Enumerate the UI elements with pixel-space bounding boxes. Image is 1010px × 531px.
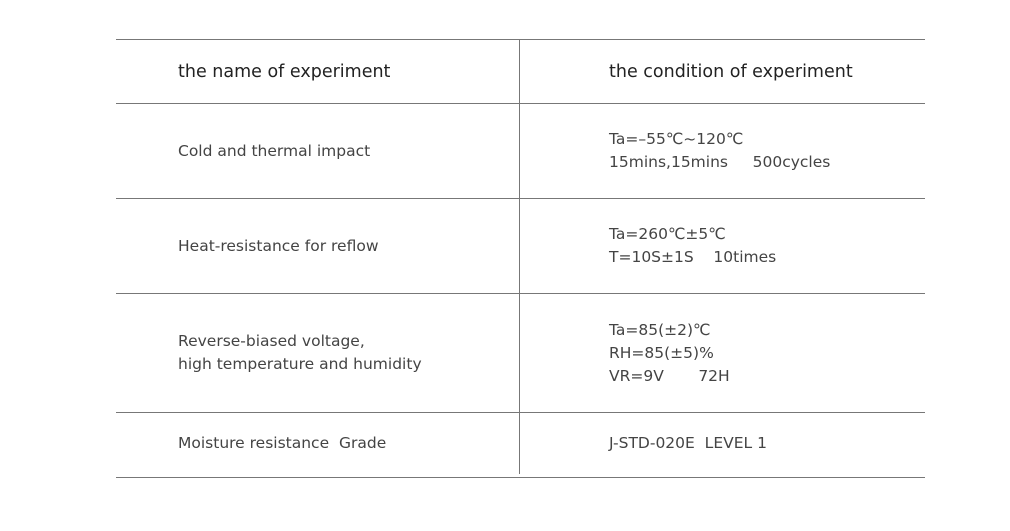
cell-text: Heat-resistance for reflow (178, 236, 379, 255)
header-cell: the name of experiment (116, 40, 520, 103)
table-cell: Ta=260℃±5℃ T=10S±1S 10times (520, 199, 925, 293)
cell-text: Cold and thermal impact (178, 141, 371, 160)
cell-text: Ta=–55℃~120℃ (609, 130, 744, 148)
table-cell: Ta=–55℃~120℃ 15mins,15mins 500cycles (520, 104, 925, 198)
table-cell: Cold and thermal impact (116, 104, 520, 198)
cell-text: J-STD-020E LEVEL 1 (609, 434, 767, 452)
table-cell: Moisture resistance Grade (116, 413, 520, 474)
table-row: Reverse-biased voltage, high temperature … (116, 294, 925, 413)
cell-text: VR=9V 72H (609, 366, 730, 385)
header-cell: the condition of experiment (520, 40, 925, 103)
experiment-table: the name of experiment the condition of e… (116, 39, 925, 478)
table-row: Moisture resistance Grade J-STD-020E LEVE… (116, 413, 925, 478)
header-text: the name of experiment (178, 61, 391, 82)
table-cell: Reverse-biased voltage, high temperature … (116, 294, 520, 412)
table-cell: Heat-resistance for reflow (116, 199, 520, 293)
table-cell: Ta=85(±2)℃ RH=85(±5)% VR=9V 72H (520, 294, 925, 412)
table-row: Heat-resistance for reflow Ta=260℃±5℃ T=10… (116, 199, 925, 294)
cell-text: Ta=85(±2)℃ (609, 320, 711, 339)
header-row: the name of experiment the condition of e… (116, 40, 925, 104)
cell-text: Reverse-biased voltage, (178, 332, 365, 350)
table-cell: J-STD-020E LEVEL 1 (520, 413, 925, 474)
cell-text: Ta=260℃±5℃ (609, 225, 726, 243)
cell-text: 15mins,15mins 500cycles (609, 153, 831, 171)
table-row: Cold and thermal impact Ta=–55℃~120℃ 15min… (116, 104, 925, 199)
cell-text: T=10S±1S 10times (609, 248, 777, 266)
cell-text: RH=85(±5)% (609, 343, 714, 362)
cell-text: Moisture resistance Grade (178, 434, 387, 452)
cell-text: high temperature and humidity (178, 355, 422, 373)
header-text: the condition of experiment (609, 61, 853, 82)
